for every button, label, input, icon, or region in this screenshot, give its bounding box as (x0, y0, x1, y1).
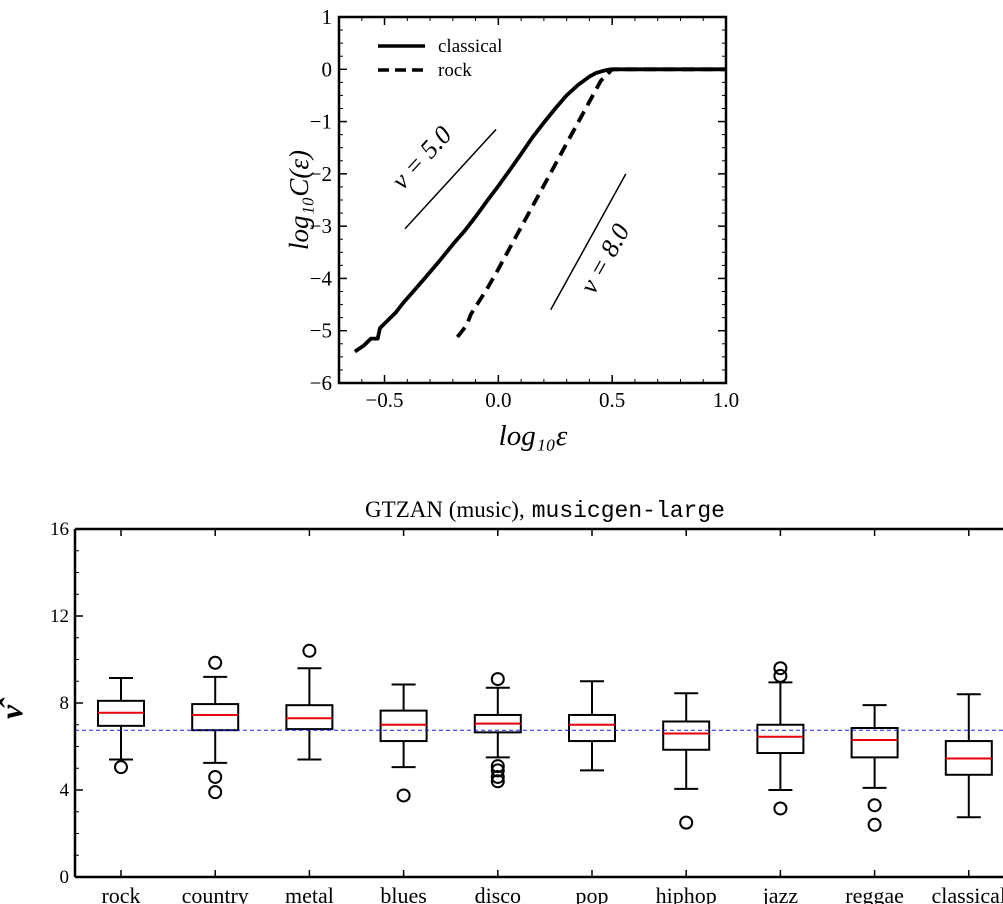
box-outlier-point (679, 815, 694, 830)
box-iqr (850, 727, 899, 759)
box-outlier-point (208, 655, 223, 670)
box-outlier-point (490, 672, 505, 687)
top-plot-frame (337, 15, 728, 385)
box-outlier-point (867, 817, 882, 832)
box-category-label: jazz (762, 883, 799, 904)
top-axis-ticks: −0.5 0.0 0.5 1.0 1 0 −1 −2 −3 −4 −5 −6 (310, 5, 739, 412)
top-y-tick-label: −3 (310, 214, 332, 238)
top-y-tick-label: −1 (310, 110, 332, 134)
box-iqr (568, 713, 616, 743)
box-y-axis-label: ν̂ (0, 697, 29, 719)
box-outlier-point (490, 769, 505, 784)
top-y-tick-label: 1 (322, 5, 333, 29)
top-y-tick-label: −2 (310, 162, 332, 186)
box-outlier-point (867, 798, 882, 813)
box-category-label: country (182, 883, 249, 904)
box-plot-area (75, 643, 1003, 832)
box-outlier-point (490, 759, 505, 774)
top-x-axis-label: log₁₀ε (499, 420, 568, 452)
top-x-tick-label: 0.5 (599, 388, 625, 412)
box-y-tick-label: 12 (50, 606, 69, 627)
box-category-label: classical (932, 883, 1003, 904)
box-category-label: reggae (845, 883, 904, 904)
box-iqr (662, 720, 711, 751)
series-line-rock (455, 67, 726, 339)
box-iqr (756, 723, 805, 755)
box-outlier-point (773, 668, 788, 683)
top-plot-area: ν = 5.0ν = 8.0 (353, 67, 726, 354)
box-outlier-point (490, 763, 505, 778)
box-outlier-point (208, 769, 223, 784)
box-y-tick-label: 0 (60, 867, 70, 888)
top-x-tick-label: −0.5 (365, 388, 403, 412)
box-plot-chart: GTZAN (music), musicgen-large 0 4 8 12 16 rock… (0, 497, 1003, 904)
top-legend: classical rock (378, 36, 502, 81)
box-axis-ticks: 0 4 8 12 16 rock country metal blues disco pop hiph… (50, 519, 1003, 904)
box-y-tick-label: 4 (60, 780, 70, 801)
box-chart-title-code: musicgen-large (532, 498, 725, 524)
box-category-label: disco (475, 883, 521, 904)
box-iqr (285, 704, 334, 731)
slope-reference-line (404, 128, 497, 230)
box-iqr (379, 709, 428, 743)
box-y-tick-label: 16 (50, 519, 69, 540)
top-y-tick-label: −4 (310, 266, 333, 290)
box-category-label: metal (285, 883, 334, 904)
box-outlier-point (396, 788, 411, 803)
box-outlier-point (490, 774, 505, 789)
top-y-tick-label: −6 (310, 371, 332, 395)
top-x-tick-label: 1.0 (713, 388, 739, 412)
top-y-tick-label: −5 (310, 319, 332, 343)
box-outlier-point (208, 785, 223, 800)
box-category-label: blues (380, 883, 426, 904)
top-y-axis-label: log₁₀C(ε) (284, 150, 314, 250)
legend-label-rock: rock (438, 60, 472, 81)
box-chart-title-text: GTZAN (music), (365, 497, 525, 522)
slope-reference-line (550, 173, 627, 311)
correlation-integral-chart: ν = 5.0ν = 8.0 −0.5 0.0 0.5 1.0 1 0 −1 −2 −3 −4 −5… (284, 5, 739, 452)
box-chart-title: GTZAN (music), musicgen-large (365, 497, 725, 524)
top-y-tick-label: 0 (322, 57, 333, 81)
box-outlier-point (302, 643, 317, 658)
box-category-label: pop (576, 883, 609, 904)
box-category-label: rock (101, 883, 140, 904)
series-line-classical (353, 67, 726, 354)
slope-annotation-label: ν = 8.0 (574, 219, 635, 298)
box-outlier-point (773, 661, 788, 676)
box-category-label: hiphop (656, 883, 717, 904)
legend-label-classical: classical (438, 36, 502, 57)
top-x-tick-label: 0.0 (485, 388, 511, 412)
box-iqr (191, 703, 240, 732)
box-y-tick-label: 8 (60, 693, 70, 714)
box-outlier-point (773, 801, 788, 816)
box-outlier-point (114, 760, 128, 775)
